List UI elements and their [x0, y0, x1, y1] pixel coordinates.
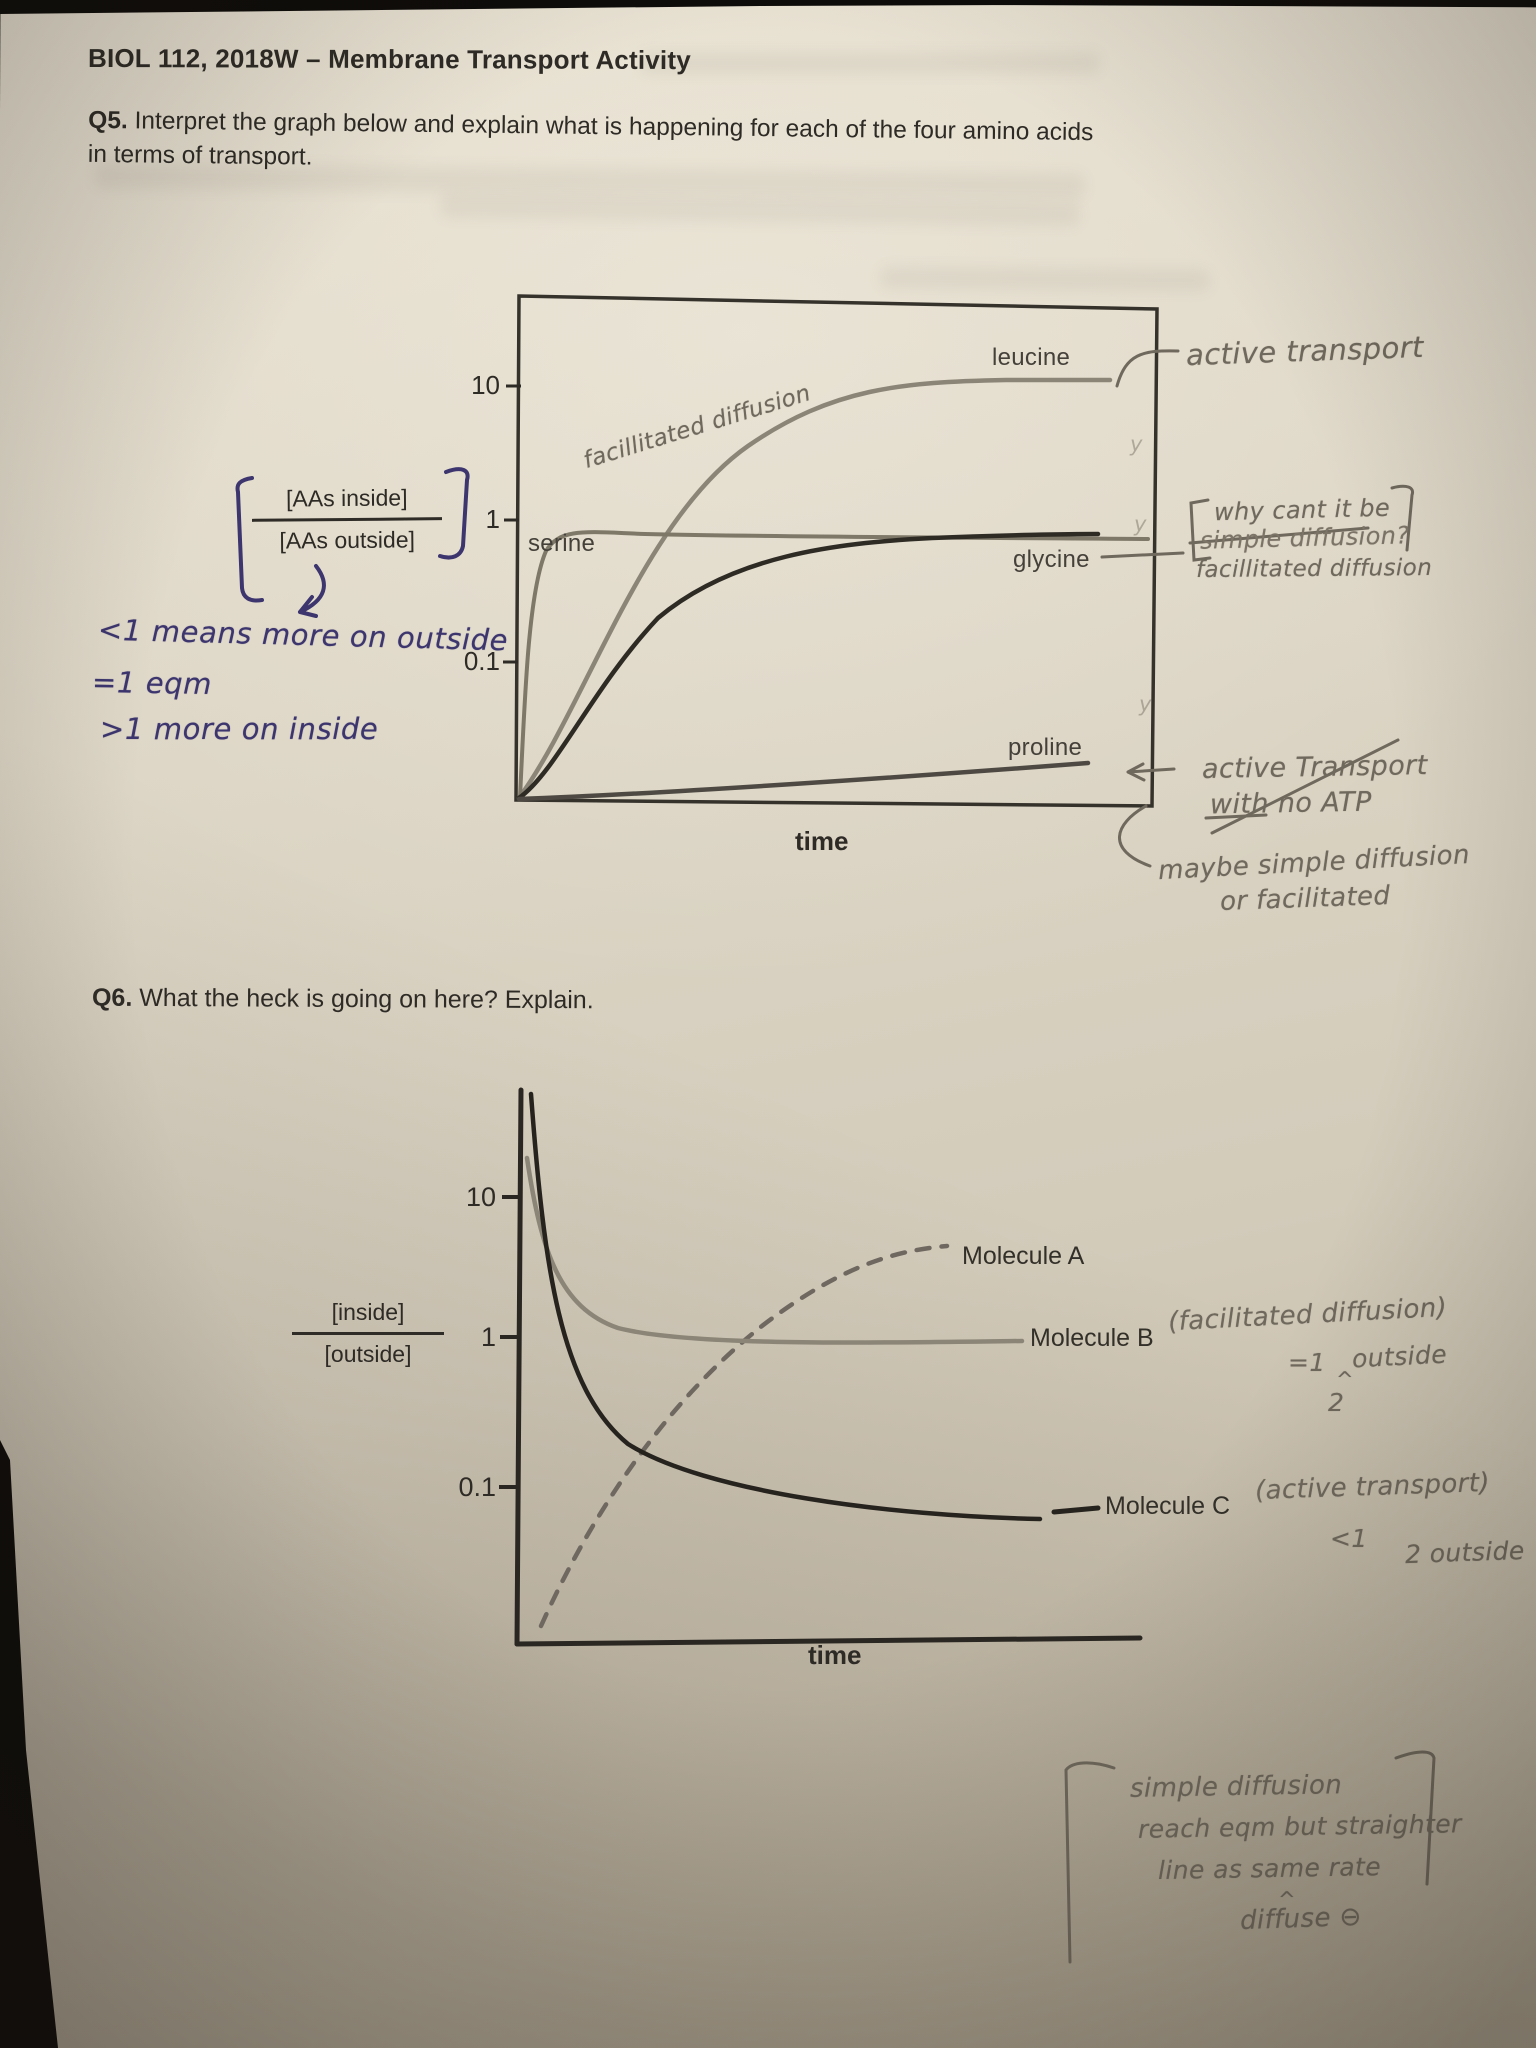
leucine-label: leucine [992, 344, 1071, 371]
serine-label: serine [528, 530, 596, 557]
molecule-b-label: Molecule B [1030, 1324, 1154, 1352]
page-title: BIOL 112, 2018W – Membrane Transport Act… [87, 42, 691, 76]
graph1-x-axis-label: time [795, 826, 849, 856]
pencil-mark: y [1130, 432, 1143, 456]
atp-note-line1: active Transport [1201, 750, 1428, 785]
graph2-fraction-numerator: [inside] [292, 1298, 444, 1335]
graph1-tick-label-1: 1 [485, 504, 500, 534]
question-q5: Q5. Interpret the graph below and explai… [88, 104, 1099, 185]
molecule-b-outside: outside [1351, 1339, 1448, 1374]
molecule-b-eq: =1 [1288, 1348, 1326, 1377]
glycine-label: glycine [1013, 546, 1090, 573]
bottom-note-line3: line as same rate [1157, 1852, 1382, 1885]
graph2-x-axis-label: time [808, 1640, 862, 1670]
why-note-line3: facillitated diffusion [1195, 554, 1433, 584]
atp-note-line2: with no ATP [1209, 786, 1373, 821]
graph1-tick-label-01: 0.1 [463, 646, 500, 676]
graph2-fraction-denominator: [outside] [324, 1340, 412, 1367]
why-note-line1: why cant it be [1213, 493, 1391, 527]
ink-note-greater-than-1: >1 more on inside [100, 712, 379, 746]
q5-label: Q5. [88, 106, 128, 135]
q5-text: Interpret the graph below and explain wh… [87, 107, 1094, 171]
graph1-y-axis-label: [AAs inside] [AAs outside] [251, 483, 443, 555]
molecule-c-label: Molecule C [1105, 1492, 1231, 1520]
graph2-tick-label-01: 0.1 [458, 1472, 496, 1502]
bottom-note-line2: reach eqm but straighter [1137, 1809, 1462, 1844]
molecule-c-two-outside: 2 outside [1404, 1535, 1526, 1570]
proline-label: proline [1008, 734, 1083, 761]
molecule-b-caret: ^ [1336, 1368, 1354, 1392]
q6-label: Q6. [91, 983, 133, 1012]
graph1-fraction-denominator: [AAs outside] [279, 526, 416, 554]
molecule-a-label: Molecule A [962, 1242, 1085, 1270]
maybe-note-line2: or facilitated [1219, 881, 1391, 917]
pencil-mark: y [1134, 512, 1147, 536]
pencil-mark: y [1139, 692, 1152, 716]
bottom-note-line4: diffuse ⊖ [1239, 1901, 1363, 1937]
q6-text: What the heck is going on here? Explain. [139, 983, 594, 1015]
graph2-tick-label-1: 1 [480, 1322, 496, 1352]
ink-bleedthrough [640, 52, 1100, 74]
bottom-note-caret: ^ [1278, 1888, 1296, 1912]
graph1-tick-label-10: 10 [471, 370, 500, 400]
bottom-note-line1: simple diffusion [1129, 1770, 1343, 1804]
graph2-y-axis-label: [inside] [outside] [292, 1298, 444, 1369]
molecule-b-two: 2 [1328, 1388, 1345, 1417]
why-note-line2: simple diffusion? [1199, 521, 1410, 555]
graph1-fraction-numerator: [AAs inside] [251, 483, 443, 522]
question-q6: Q6. What the heck is going on here? Expl… [92, 984, 992, 1018]
molecule-c-lt: <1 [1330, 1524, 1368, 1553]
ink-bleedthrough [879, 266, 1211, 292]
graph2-tick-label-10: 10 [465, 1182, 496, 1212]
ink-note-equals-1: =1 eqm [91, 664, 213, 702]
